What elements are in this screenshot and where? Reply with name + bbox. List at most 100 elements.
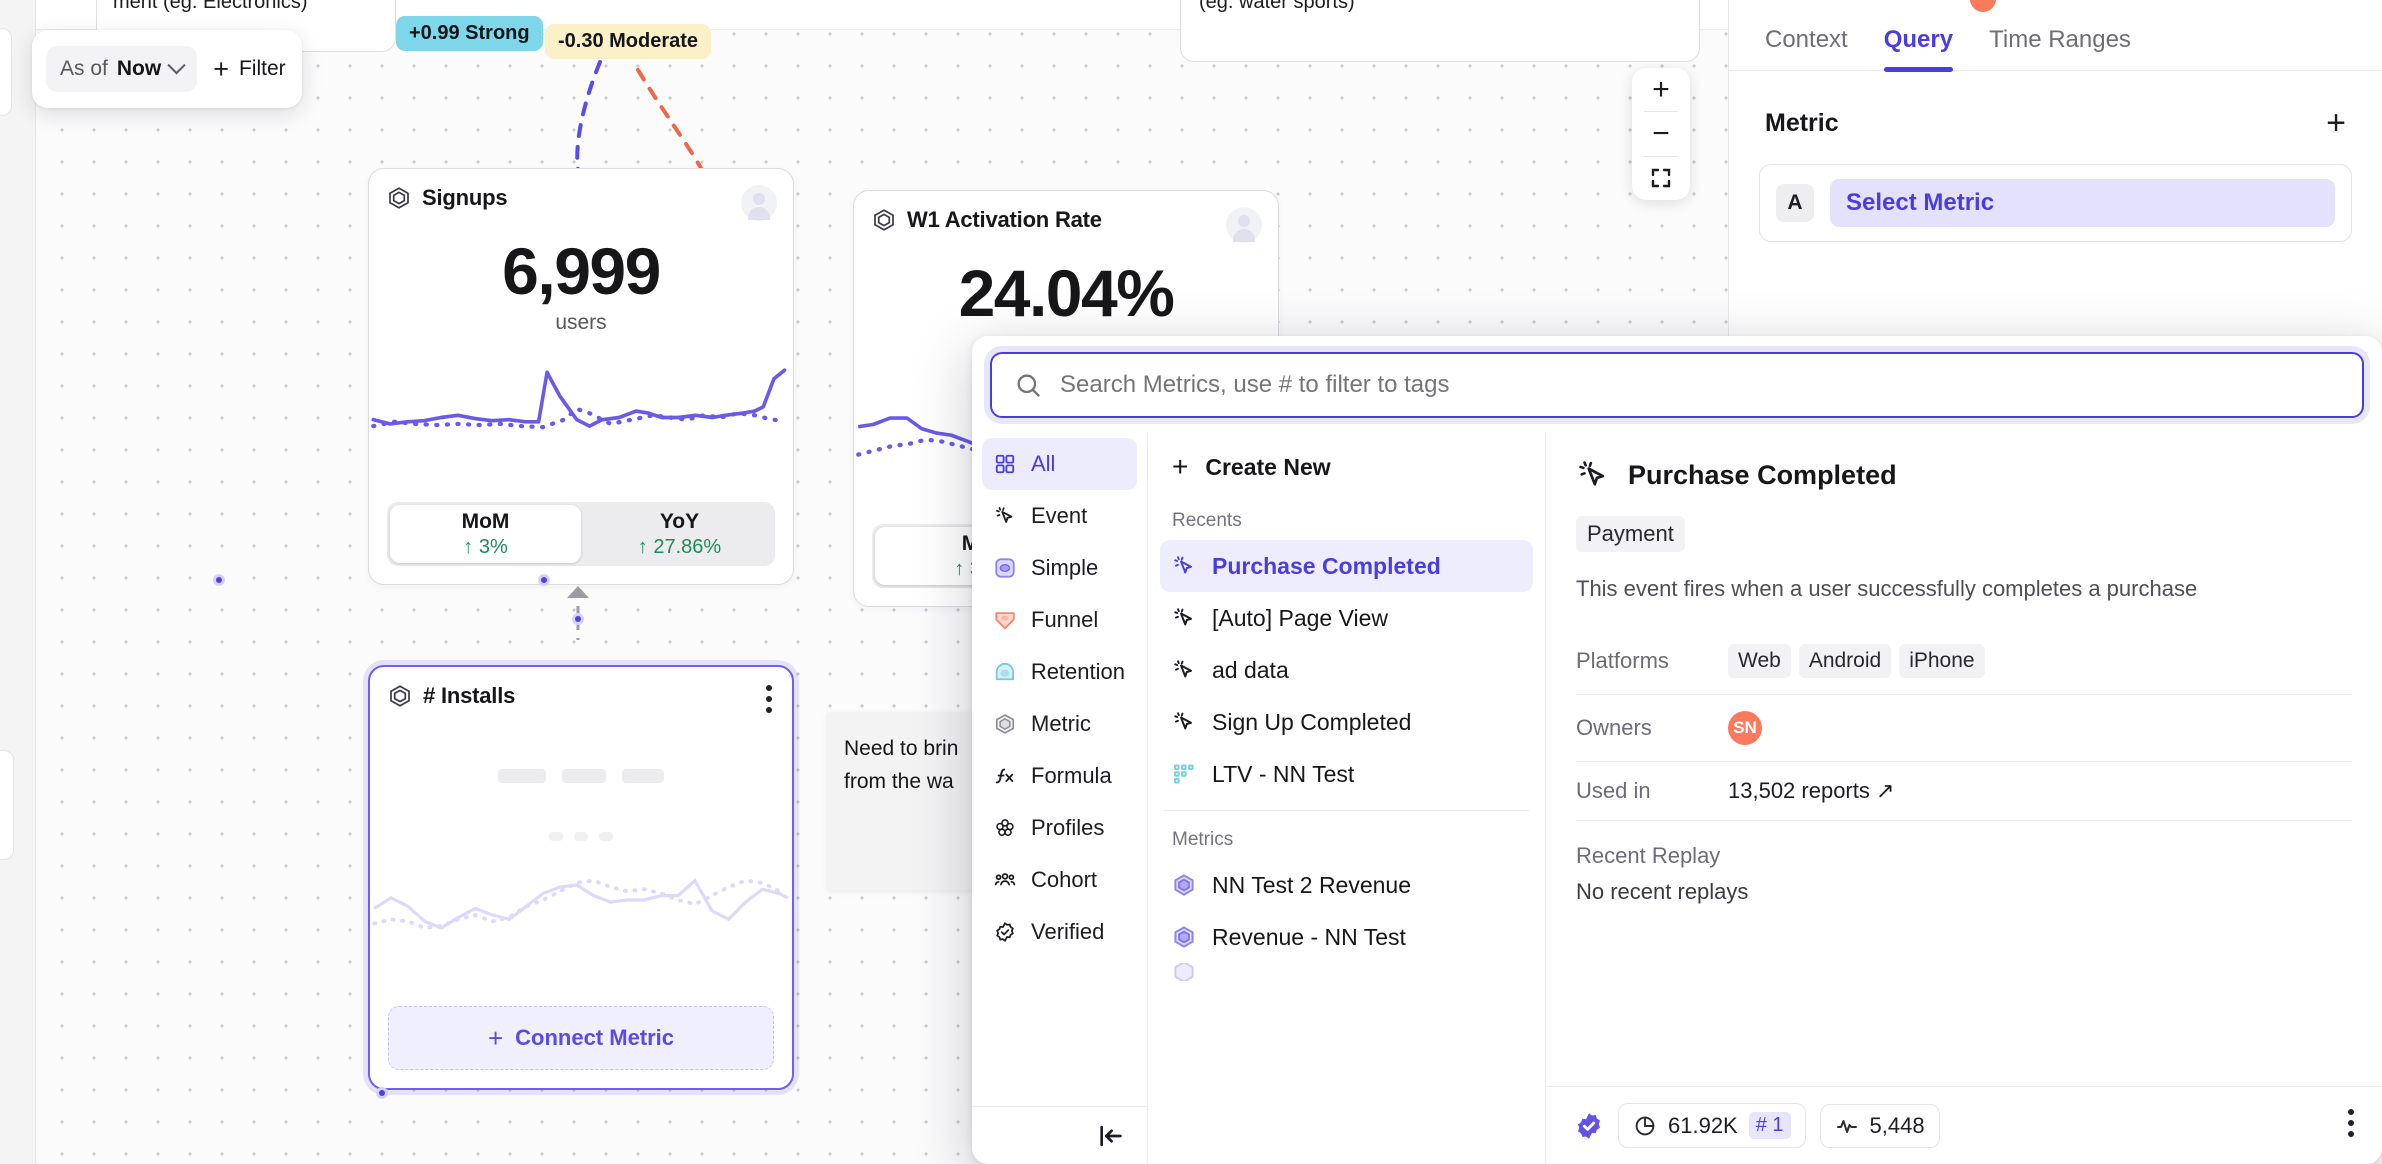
connect-metric-button[interactable]: + Connect Metric: [388, 1006, 774, 1070]
plus-icon: +: [487, 1022, 504, 1053]
list-item[interactable]: LTV - NN Test: [1160, 748, 1533, 800]
avatar[interactable]: SN: [1728, 711, 1762, 745]
volume-value: 61.92K: [1668, 1112, 1738, 1138]
grid-icon: [995, 454, 1015, 474]
fit-screen-glyph: [1651, 169, 1671, 188]
left-rail: [0, 0, 36, 1164]
volume-stat-chip[interactable]: 61.92K # 1: [1618, 1103, 1806, 1148]
segment-delta: ↑ 27.86%: [637, 535, 722, 558]
card-anchor-bottom[interactable]: [376, 1087, 388, 1099]
create-new-button[interactable]: + Create New: [1160, 442, 1533, 492]
category-retention[interactable]: Retention: [982, 646, 1137, 698]
cohort-people-icon: [994, 873, 1016, 886]
list-item-partial[interactable]: [1160, 963, 1533, 981]
kebab-menu-icon[interactable]: [766, 685, 772, 718]
notification-dot: [1970, 0, 1996, 12]
category-label: Metric: [1031, 711, 1091, 736]
list-item-label: Purchase Completed: [1212, 552, 1441, 579]
recent-replay-value: No recent replays: [1576, 879, 1749, 904]
platform-badge: Web: [1728, 644, 1791, 678]
cursor-click-icon: [1174, 608, 1192, 626]
left-rail-card: [0, 750, 14, 860]
zoom-in-button[interactable]: +: [1652, 72, 1670, 106]
cursor-click-icon: [1174, 556, 1192, 574]
activity-stat-chip[interactable]: 5,448: [1819, 1103, 1940, 1148]
avatar: [741, 185, 777, 221]
correlation-badge-moderate[interactable]: -0.30 Moderate: [545, 24, 712, 59]
zoom-out-button[interactable]: −: [1652, 116, 1670, 150]
as-of-selector[interactable]: As of Now: [46, 46, 198, 92]
correlation-badge-strong[interactable]: +0.99 Strong: [396, 16, 543, 51]
list-item-label: Sign Up Completed: [1212, 708, 1412, 735]
platform-badge: iPhone: [1899, 644, 1985, 678]
search-box[interactable]: Search Metrics, use # to filter to tags: [990, 352, 2364, 418]
category-label: Cohort: [1031, 867, 1098, 892]
zoom-controls[interactable]: + −: [1632, 68, 1690, 200]
dotted-grid-icon: [1174, 764, 1194, 784]
collapse-panel-icon[interactable]: [1097, 1122, 1125, 1150]
metric-section-header: Metric +: [1729, 71, 2382, 142]
category-cohort[interactable]: Cohort: [982, 854, 1137, 906]
metric-hexagon-icon: [874, 209, 894, 231]
tab-time-ranges[interactable]: Time Ranges: [1989, 26, 2131, 53]
cursor-click-icon: [1579, 461, 1605, 486]
card-anchor-left[interactable]: [213, 574, 225, 586]
funnel-icon: [995, 612, 1015, 630]
card-header: # Installs: [370, 667, 792, 709]
verified-badge-icon: [1578, 1112, 1600, 1139]
modal-body: All Event Simple: [972, 432, 2382, 1164]
used-in-link[interactable]: 13,502 reports ↗: [1728, 778, 1895, 803]
canvas-toolbar[interactable]: As of Now + Filter: [32, 30, 302, 108]
list-item[interactable]: Sign Up Completed: [1160, 696, 1533, 748]
kebab-menu-icon[interactable]: [2348, 1109, 2354, 1142]
category-funnel[interactable]: Funnel: [982, 594, 1137, 646]
fit-screen-icon[interactable]: [1632, 157, 1690, 200]
chevron-down-icon: [167, 55, 186, 74]
cursor-click-icon: [996, 507, 1013, 523]
add-filter-button[interactable]: + Filter: [213, 55, 285, 83]
segment-mom[interactable]: MoM ↑ 3%: [390, 505, 581, 563]
select-metric-button[interactable]: Select Metric: [1830, 179, 2335, 227]
card-title: W1 Activation Rate: [907, 207, 1102, 232]
comparison-toggle[interactable]: MoM ↑ 3% YoY ↑ 27.86%: [387, 502, 775, 566]
detail-description: This event fires when a user successfull…: [1576, 576, 2198, 601]
add-metric-button[interactable]: +: [2326, 103, 2346, 142]
card-anchor-right[interactable]: [538, 574, 550, 586]
note-card-top-center[interactable]: th summer have vacation related categies…: [1180, 0, 1700, 62]
search-input[interactable]: Search Metrics, use # to filter to tags: [1060, 371, 1450, 398]
search-area: Search Metrics, use # to filter to tags: [972, 336, 2382, 432]
list-item[interactable]: Purchase Completed: [1160, 540, 1533, 592]
list-item-label: Revenue - NN Test: [1212, 923, 1406, 950]
detail-key: Platforms: [1576, 648, 1669, 673]
detail-row-platforms: Platforms Web Android iPhone: [1576, 628, 2352, 695]
panel-tabs[interactable]: Context Query Time Ranges: [1729, 0, 2382, 72]
list-item[interactable]: NN Test 2 Revenue: [1160, 859, 1533, 911]
note-line: ment (eg. Electronics): [113, 0, 308, 13]
category-label: Verified: [1031, 919, 1105, 944]
category-verified[interactable]: Verified: [982, 906, 1137, 958]
list-item[interactable]: Revenue - NN Test: [1160, 911, 1533, 963]
list-item[interactable]: [Auto] Page View: [1160, 592, 1533, 644]
category-all[interactable]: All: [982, 438, 1137, 490]
as-of-label: As of: [60, 57, 108, 80]
tab-context[interactable]: Context: [1765, 26, 1848, 53]
sticky-line: from the wa: [844, 770, 954, 793]
list-item-label: ad data: [1212, 656, 1289, 683]
category-event[interactable]: Event: [982, 490, 1137, 542]
profiles-icon: [996, 819, 1014, 837]
segment-yoy[interactable]: YoY ↑ 27.86%: [584, 502, 775, 566]
simple-metric-icon: [995, 558, 1015, 578]
metric-card-signups[interactable]: Signups 6,999 users MoM ↑ 3% YoY ↑ 27.86…: [368, 168, 794, 585]
category-label: Simple: [1031, 555, 1099, 580]
metric-slot-a[interactable]: A Select Metric: [1759, 164, 2352, 242]
as-of-value: Now: [116, 57, 162, 80]
category-metric[interactable]: Metric: [982, 698, 1137, 750]
card-anchor-point[interactable]: [572, 613, 584, 625]
category-list: All Event Simple: [972, 438, 1147, 1106]
category-simple[interactable]: Simple: [982, 542, 1137, 594]
category-profiles[interactable]: Profiles: [982, 802, 1137, 854]
category-formula[interactable]: Formula: [982, 750, 1137, 802]
tab-query[interactable]: Query: [1883, 26, 1954, 72]
metric-card-installs[interactable]: # Installs + Connect Metric: [368, 665, 794, 1090]
list-item[interactable]: ad data: [1160, 644, 1533, 696]
